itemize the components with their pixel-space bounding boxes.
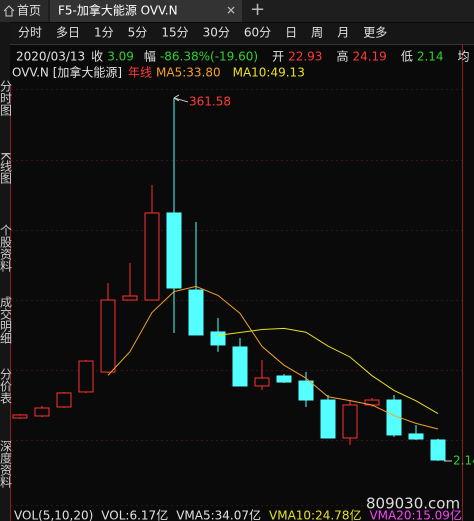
info-item: 2.14 [417, 50, 444, 64]
period-bar [10, 23, 474, 44]
volume-info: VOL(5,10,20) [14, 509, 93, 521]
period-button[interactable]: 日 [285, 26, 297, 40]
period-button[interactable]: 1分 [94, 26, 114, 40]
min-label: 2.14 [453, 453, 474, 467]
info-item: 高 [336, 49, 348, 64]
watermark: 809030.com [366, 495, 460, 513]
period-button[interactable]: 30分 [203, 26, 230, 40]
sidebar-tab[interactable]: 成交明细 [0, 296, 13, 344]
info-item: 开 [272, 50, 284, 64]
info-item: -86.38%(-19.60) [160, 50, 258, 64]
home-icon [3, 5, 15, 17]
candle-body [122, 295, 138, 301]
info-item: 22.93 [288, 50, 322, 64]
tab-add[interactable]: + [250, 0, 265, 20]
stock-tab[interactable] [50, 0, 242, 22]
dashed-grid [11, 89, 462, 506]
sidebar-tab[interactable]: K线图 [0, 152, 13, 184]
info-item: 低 [401, 50, 413, 64]
home-label: 首页 [17, 4, 41, 18]
candle-body [78, 360, 94, 393]
candle-body [276, 375, 292, 383]
candle-body [34, 407, 50, 417]
period-button[interactable]: 分时 [18, 26, 42, 40]
candle-body [298, 380, 314, 401]
sidebar-tab[interactable]: 个股资料 [0, 224, 13, 272]
candle-body [100, 299, 116, 373]
sidebar-tab[interactable]: 分时图 [0, 80, 13, 116]
candle-body [166, 212, 182, 289]
info-item: 均 [458, 50, 470, 64]
candle-body [320, 399, 336, 439]
volume-info: VMA10:24.78亿 [269, 508, 361, 521]
legend-item: MA5:33.80 [156, 66, 221, 80]
volume-info: VMA5:34.07亿 [176, 508, 261, 521]
ma-line [217, 327, 439, 414]
candle-body [386, 399, 402, 436]
info-item: 幅 [144, 49, 156, 64]
candle-body [144, 212, 160, 301]
period-button[interactable]: 15分 [161, 26, 188, 40]
volume-info: VMA20:15.09亿 [369, 508, 461, 521]
candle-body [232, 346, 248, 387]
candle-body [56, 392, 72, 408]
period-button[interactable]: 周 [311, 26, 323, 40]
volume-info: VOL:6.17亿 [101, 508, 168, 521]
candle-body [210, 331, 226, 346]
tab-close[interactable]: ✕ [226, 4, 236, 18]
candle-body [342, 404, 358, 439]
period-button[interactable]: 多日 [56, 26, 80, 40]
max-label: 361.58 [189, 94, 231, 108]
info-item: 收 [91, 50, 103, 64]
sidebar-tab[interactable]: 深度资料 [0, 440, 13, 488]
candle-body [408, 433, 424, 440]
period-button[interactable]: 60分 [244, 26, 271, 40]
period-button[interactable]: 5分 [128, 26, 148, 40]
stock-tab-label: F5-加拿大能源 OVV.N [58, 3, 178, 18]
period-button[interactable]: 月 [337, 26, 349, 40]
candle-body [430, 439, 446, 461]
candle-body [12, 414, 28, 419]
info-item: 3.09 [107, 50, 134, 64]
legend-item: MA10:49.13 [233, 66, 305, 80]
candle-body [188, 289, 204, 336]
symbol: OVV.N [加拿大能源] [12, 65, 122, 80]
sidebar [0, 22, 10, 521]
period-label: 年线 [128, 66, 152, 80]
ma-line [107, 285, 439, 430]
info-item: 2020/03/13 [16, 50, 85, 64]
info-item: 24.19 [352, 50, 386, 64]
max-arrow [173, 94, 189, 103]
period-button[interactable]: 更多 [363, 26, 387, 40]
candle-body [254, 377, 270, 387]
sidebar-tab[interactable]: 分价表 [0, 368, 13, 404]
